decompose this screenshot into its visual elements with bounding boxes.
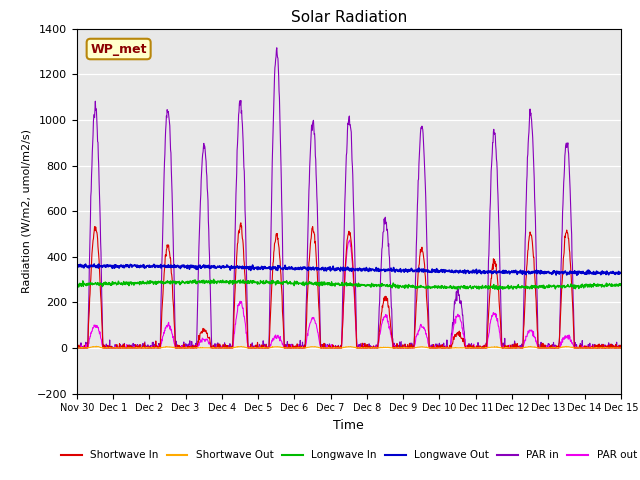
PAR in [617,345,625,351]
Longwave In [617,282,625,288]
Longwave Out [73,264,81,269]
Line: PAR in: PAR in [77,48,621,348]
Shortwave In [617,345,625,351]
Line: Longwave Out: Longwave Out [77,264,621,275]
Shortwave In [505,345,513,351]
Shortwave In [553,343,561,349]
PAR in [181,345,189,351]
Longwave In [454,286,461,292]
PAR in [553,344,561,350]
PAR out [73,343,81,349]
Longwave Out [195,263,202,269]
Line: PAR out: PAR out [77,240,621,348]
Shortwave Out [195,345,202,351]
Shortwave Out [553,345,561,350]
PAR out [255,345,263,350]
PAR out [553,345,561,351]
Shortwave Out [505,345,513,351]
Title: Solar Radiation: Solar Radiation [291,10,407,25]
PAR in [74,345,82,351]
Shortwave Out [74,345,82,351]
Longwave Out [617,270,625,276]
Shortwave Out [617,345,625,351]
Line: Shortwave In: Shortwave In [77,223,621,348]
Longwave Out [90,261,98,267]
Longwave In [194,279,202,285]
Longwave Out [573,272,580,278]
Longwave Out [434,267,442,273]
X-axis label: Time: Time [333,419,364,432]
Longwave Out [505,269,513,275]
Longwave Out [181,264,189,270]
PAR out [346,237,353,243]
Longwave Out [255,265,263,271]
PAR out [617,345,625,351]
Line: Shortwave Out: Shortwave Out [77,346,621,348]
Shortwave In [73,344,81,350]
Shortwave Out [73,345,81,351]
PAR in [73,343,81,348]
Shortwave In [74,345,81,351]
Shortwave Out [93,343,100,349]
Longwave In [434,286,442,291]
PAR in [273,45,280,51]
Longwave In [505,286,513,292]
PAR out [434,345,442,351]
Longwave In [210,276,218,282]
PAR in [255,345,263,351]
Legend: Shortwave In, Shortwave Out, Longwave In, Longwave Out, PAR in, PAR out: Shortwave In, Shortwave Out, Longwave In… [56,446,640,465]
Shortwave In [195,338,202,344]
Longwave In [255,281,263,287]
Longwave In [180,280,188,286]
PAR out [505,345,513,351]
Shortwave In [181,345,189,351]
Longwave In [73,282,81,288]
Y-axis label: Radiation (W/m2, umol/m2/s): Radiation (W/m2, umol/m2/s) [21,129,31,293]
PAR out [74,345,81,351]
PAR in [505,344,513,350]
PAR in [195,272,202,278]
Shortwave In [237,220,244,226]
PAR in [434,345,442,351]
Shortwave In [255,345,263,350]
PAR out [181,345,189,351]
Text: WP_met: WP_met [90,43,147,56]
Shortwave Out [182,345,189,351]
Longwave Out [553,269,561,275]
Shortwave Out [255,345,263,351]
Longwave In [553,283,561,289]
PAR out [195,341,202,347]
Shortwave Out [434,345,442,351]
Shortwave In [434,343,442,349]
Line: Longwave In: Longwave In [77,279,621,289]
